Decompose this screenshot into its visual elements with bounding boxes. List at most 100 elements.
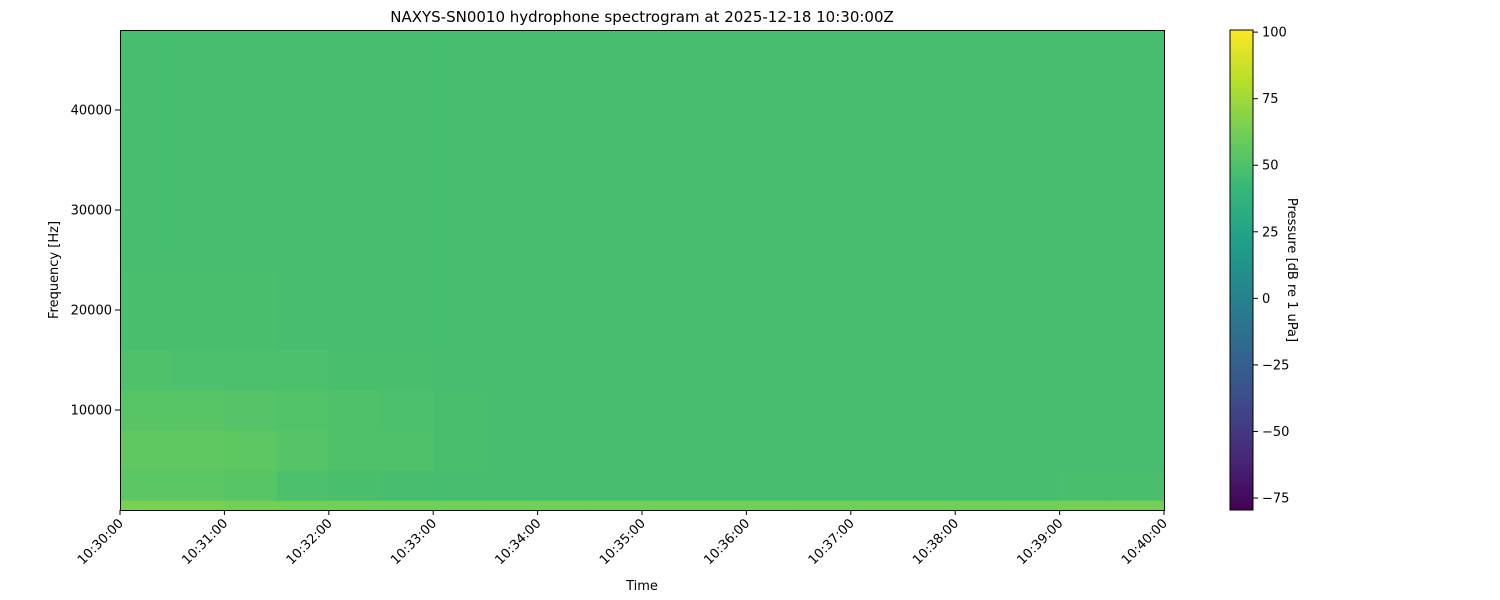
heatmap-cell [537,30,591,111]
heatmap-cell [746,430,800,471]
heatmap-cell [850,350,904,391]
heatmap-cell [694,270,747,351]
heatmap-cell [746,30,800,111]
heatmap-cell [746,390,800,431]
heatmap-cell [798,500,852,511]
heatmap-cell [589,390,643,431]
heatmap-cell [850,110,904,191]
heatmap-cell [224,350,278,391]
colorbar-tick-label: −25 [1262,358,1289,373]
heatmap-cell [589,190,643,271]
heatmap-cell [746,110,800,191]
heatmap-cell [433,500,486,511]
heatmap-cell [850,390,904,431]
heatmap-cell [433,190,486,271]
heatmap-cell [1111,470,1165,501]
heatmap-cell [381,350,434,391]
heatmap-cell [485,30,539,111]
heatmap-cell [955,470,1008,501]
heatmap-cell [172,350,225,391]
heatmap-cell [485,110,539,191]
x-tick-label: 10:31:00 [179,516,231,568]
y-axis: 10000 20000 30000 40000 [71,104,120,419]
heatmap-cell [276,110,330,191]
heatmap-cells [120,30,1165,511]
heatmap-cell [172,270,225,351]
x-axis: 10:30:00 10:31:00 10:32:00 10:33:00 10:34:00… [75,510,1171,568]
heatmap-cell [224,470,278,501]
heatmap-cell [172,470,225,501]
heatmap-cell [172,390,225,431]
x-axis-label: Time [625,579,658,594]
colorbar-tick-label: 25 [1262,225,1279,240]
heatmap-cell [694,350,747,391]
heatmap-cell [1111,110,1165,191]
colorbar [1229,29,1254,511]
heatmap-cell [485,190,539,271]
heatmap-cell [1059,390,1113,431]
colorbar-label: Pressure [dB re 1 uPa] [1284,198,1299,342]
y-tick-label: 40000 [71,104,112,119]
heatmap-cell [381,110,434,191]
heatmap-cell [642,430,695,471]
heatmap-cell [1059,500,1113,511]
heatmap-cell [224,30,278,111]
heatmap-cell [224,270,278,351]
heatmap-cell [172,110,225,191]
heatmap-cell [903,430,956,471]
heatmap-cell [1007,390,1061,431]
heatmap-cell [642,30,695,111]
heatmap-cell [589,430,643,471]
heatmap-cell [746,350,800,391]
heatmap-cell [224,110,278,191]
heatmap-cell [903,390,956,431]
heatmap-cell [694,390,747,431]
heatmap-cell [798,430,852,471]
heatmap-cell [537,270,591,351]
heatmap-cell [433,350,486,391]
y-tick-label: 20000 [71,304,112,319]
heatmap-cell [328,270,382,351]
heatmap-cell [798,270,852,351]
heatmap-cell [589,110,643,191]
heatmap-cell [537,470,591,501]
heatmap-cell [120,430,173,471]
heatmap-cell [537,430,591,471]
heatmap-cell [642,270,695,351]
heatmap-cell [1007,470,1061,501]
heatmap-cell [381,500,434,511]
heatmap-cell [589,270,643,351]
heatmap-cell [433,390,486,431]
heatmap-cell [746,470,800,501]
heatmap-cell [1059,470,1113,501]
x-tick-label: 10:33:00 [388,516,440,568]
heatmap-cell [172,30,225,111]
y-tick-label: 30000 [71,204,112,219]
heatmap-cell [1007,350,1061,391]
heatmap-cell [381,190,434,271]
heatmap-cell [120,110,173,191]
heatmap-cell [328,30,382,111]
heatmap-cell [642,390,695,431]
heatmap-cell [537,190,591,271]
heatmap-cell [903,110,956,191]
heatmap-cell [850,30,904,111]
heatmap-cell [1007,30,1061,111]
heatmap-cell [1059,270,1113,351]
heatmap-cell [850,470,904,501]
heatmap-cell [328,470,382,501]
heatmap-cell [1059,430,1113,471]
heatmap-cell [328,430,382,471]
heatmap-cell [850,190,904,271]
heatmap-cell [850,500,904,511]
heatmap-cell [694,500,747,511]
heatmap-cell [120,190,173,271]
heatmap-cell [172,430,225,471]
heatmap-cell [1111,30,1165,111]
heatmap-cell [224,390,278,431]
chart-title: NAXYS-SN0010 hydrophone spectrogram at 2… [390,8,894,26]
heatmap-cell [537,350,591,391]
heatmap-cell [589,470,643,501]
heatmap-cell [1059,190,1113,271]
